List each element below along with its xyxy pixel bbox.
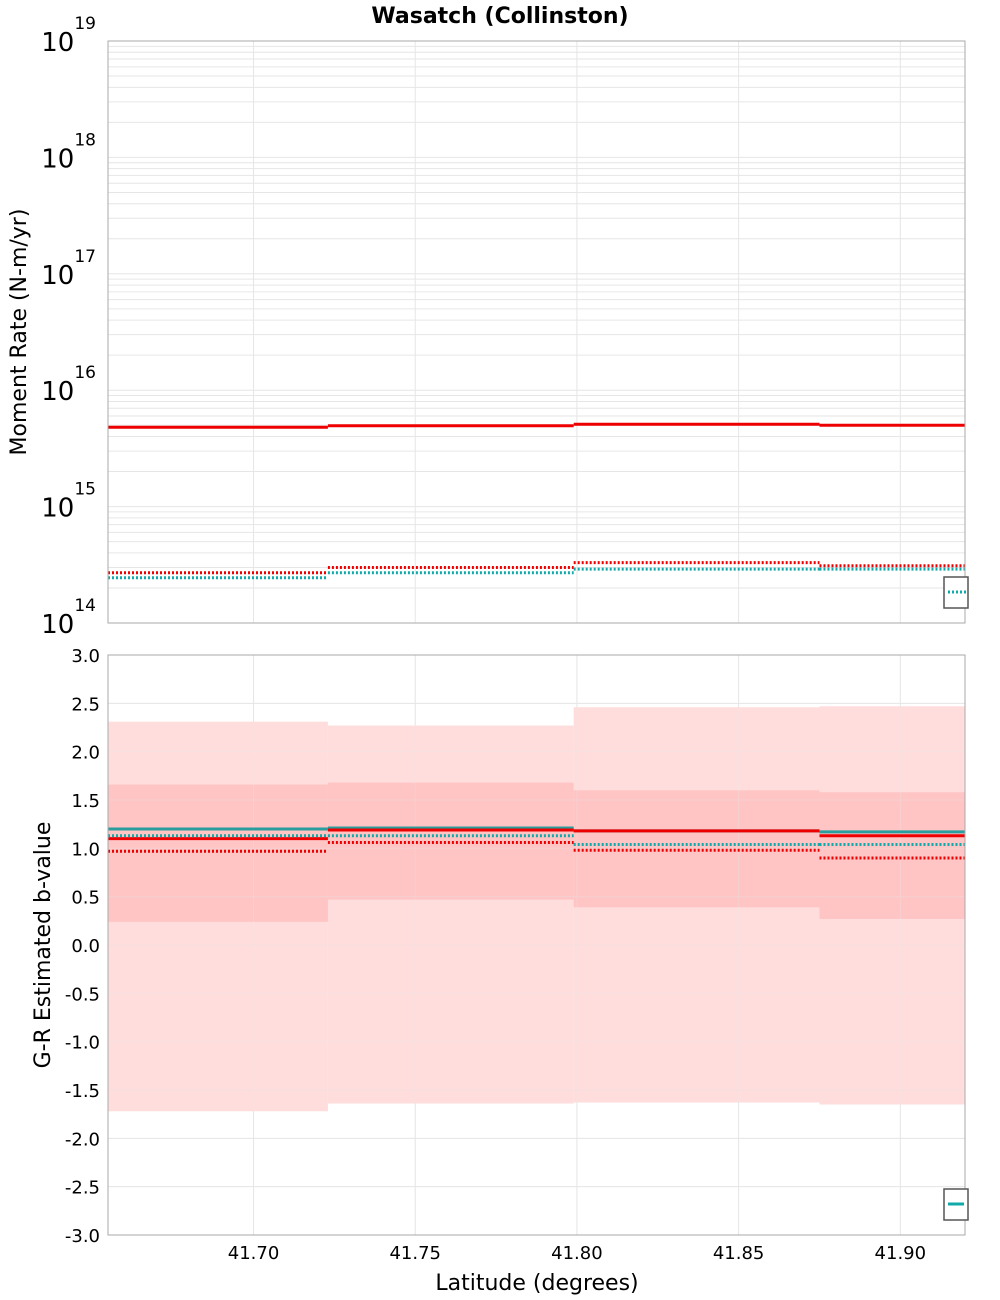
y-tick-label: -2.0 xyxy=(65,1129,100,1150)
inner-confidence-band-segment xyxy=(819,792,965,919)
moment-rate-series xyxy=(108,422,965,580)
x-tick-label: 41.75 xyxy=(389,1243,441,1264)
y-tick-base: 10 xyxy=(41,28,74,58)
y-tick-label: 1016 xyxy=(41,363,96,407)
y-tick-base: 10 xyxy=(41,494,74,524)
x-tick-label: 41.90 xyxy=(875,1243,927,1264)
moment-rate-frame xyxy=(107,40,966,624)
chart-title: Wasatch (Collinston) xyxy=(371,4,628,29)
y-tick-exponent: 14 xyxy=(74,596,96,616)
y-tick-label: 3.0 xyxy=(71,646,100,667)
y-tick-exponent: 17 xyxy=(74,247,96,267)
y-tick-label: -0.5 xyxy=(65,984,100,1005)
x-tick-label: 41.85 xyxy=(713,1243,765,1264)
y-tick-label: 2.5 xyxy=(71,694,100,715)
y-tick-label: 1.0 xyxy=(71,839,100,860)
outer-confidence-band-segment xyxy=(327,725,574,1104)
y-tick-exponent: 19 xyxy=(74,14,96,34)
x-tick-label: 41.80 xyxy=(551,1243,603,1264)
y-tick-exponent: 15 xyxy=(74,480,96,500)
inner-confidence-band-segment xyxy=(108,784,328,922)
x-axis-label: Latitude (degrees) xyxy=(435,1271,638,1296)
y-tick-label: -1.0 xyxy=(65,1033,100,1054)
b-value-legend xyxy=(943,1188,969,1221)
y-tick-label: -2.5 xyxy=(65,1178,100,1199)
b-value-series xyxy=(108,826,965,860)
y-tick-label: -3.0 xyxy=(65,1226,100,1247)
y-tick-base: 10 xyxy=(41,377,74,407)
y-tick-label: 1014 xyxy=(41,596,96,640)
x-tick-label: 41.70 xyxy=(228,1243,280,1264)
y-tick-label: 2.0 xyxy=(71,743,100,764)
y-tick-base: 10 xyxy=(41,610,74,640)
y-tick-label: 1019 xyxy=(41,14,96,58)
x-axis-ticks: 41.70 41.75 41.80 41.85 41.90 xyxy=(228,1243,926,1264)
y-tick-label: 1015 xyxy=(41,480,96,524)
moment-rate-legend xyxy=(943,576,969,609)
moment-rate-plot-area xyxy=(108,41,965,623)
moment-rate-y-axis-label: Moment Rate (N-m/yr) xyxy=(7,209,32,456)
y-tick-label: -1.5 xyxy=(65,1081,100,1102)
b-value-y-ticks: 3.0 2.5 2.0 1.5 1.0 0.5 0.0 -0.5 -1.0 -1.5 -2.0 -2.… xyxy=(65,646,100,1247)
y-tick-base: 10 xyxy=(41,261,74,291)
y-tick-exponent: 18 xyxy=(74,130,96,150)
y-tick-label: 1017 xyxy=(41,247,96,291)
b-value-bands xyxy=(108,706,965,1112)
y-tick-label: 0.5 xyxy=(71,888,100,909)
b-value-panel: 3.0 2.5 2.0 1.5 1.0 0.5 0.0 -0.5 -1.0 -1.5 -2.0 -2.… xyxy=(31,646,969,1296)
b-value-y-axis-label: G-R Estimated b-value xyxy=(31,822,56,1069)
y-tick-label: 1018 xyxy=(41,130,96,174)
y-tick-exponent: 16 xyxy=(74,363,96,383)
y-tick-base: 10 xyxy=(41,144,74,174)
y-tick-label: 1.5 xyxy=(71,791,100,812)
b-value-frame xyxy=(107,654,966,1236)
y-tick-label: 0.0 xyxy=(71,936,100,957)
